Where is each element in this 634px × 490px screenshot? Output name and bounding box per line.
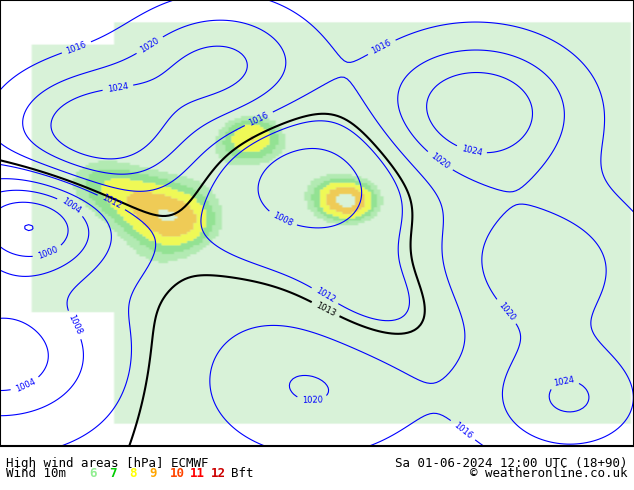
Text: 1016: 1016	[370, 38, 393, 56]
Text: Wind 10m: Wind 10m	[6, 467, 67, 480]
Text: 12: 12	[210, 467, 226, 480]
Text: © weatheronline.co.uk: © weatheronline.co.uk	[470, 467, 628, 480]
Text: 1020: 1020	[138, 36, 161, 54]
Text: 1000: 1000	[36, 245, 59, 261]
Text: 1008: 1008	[67, 314, 84, 336]
Text: 1016: 1016	[247, 110, 270, 127]
Text: 7: 7	[109, 467, 117, 480]
Text: 1020: 1020	[302, 396, 323, 405]
Text: 1012: 1012	[314, 287, 336, 305]
Text: High wind areas [hPa] ECMWF: High wind areas [hPa] ECMWF	[6, 457, 209, 470]
Text: 8: 8	[129, 467, 137, 480]
Text: 1013: 1013	[314, 300, 337, 318]
Text: 1004: 1004	[14, 377, 37, 394]
Text: 11: 11	[190, 467, 205, 480]
Text: 1016: 1016	[65, 40, 88, 55]
Text: 1024: 1024	[460, 144, 482, 158]
Text: 1008: 1008	[271, 211, 294, 228]
Text: 1016: 1016	[452, 420, 474, 441]
Text: 1004: 1004	[60, 196, 82, 216]
Text: 1012: 1012	[100, 193, 123, 211]
Text: Sa 01-06-2024 12:00 UTC (18+90): Sa 01-06-2024 12:00 UTC (18+90)	[395, 457, 628, 470]
Text: Bft: Bft	[231, 467, 253, 480]
Text: 1024: 1024	[107, 81, 129, 94]
Text: 1024: 1024	[553, 375, 575, 388]
Text: 9: 9	[150, 467, 157, 480]
Text: 1020: 1020	[496, 300, 517, 322]
Text: 6: 6	[89, 467, 96, 480]
Text: 1020: 1020	[429, 151, 451, 171]
Text: 10: 10	[170, 467, 185, 480]
